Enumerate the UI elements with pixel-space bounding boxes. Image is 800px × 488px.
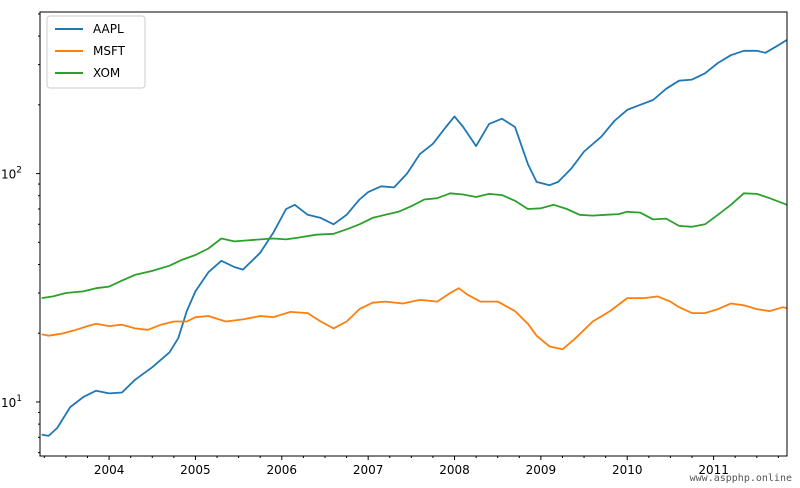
x-tick-label: 2004 xyxy=(94,463,125,477)
x-tick-label: 2007 xyxy=(353,463,384,477)
x-tick-label: 2005 xyxy=(180,463,211,477)
y-axis: 101 102 xyxy=(1,13,40,454)
legend-label-xom: XOM xyxy=(93,66,120,80)
watermark-text: www.aspphp.online xyxy=(689,473,792,484)
y-tick-label: 101 xyxy=(1,394,22,410)
x-tick-label: 2006 xyxy=(267,463,298,477)
x-tick-label: 2008 xyxy=(439,463,470,477)
plot-frame xyxy=(39,11,788,457)
x-tick-label: 2011 xyxy=(698,463,729,477)
x-tick-label: 2010 xyxy=(612,463,643,477)
x-tick-label: 2009 xyxy=(526,463,557,477)
y-tick-label: 102 xyxy=(1,166,22,182)
x-axis: 2004 2005 2006 2007 2008 2009 2010 2011 xyxy=(43,456,779,477)
plot-area xyxy=(40,12,787,456)
legend-box xyxy=(46,15,146,89)
series-line-xom xyxy=(41,192,788,299)
legend-label-msft: MSFT xyxy=(93,44,126,58)
series-lines xyxy=(41,39,788,437)
series-line-msft xyxy=(41,287,788,351)
legend: AAPL MSFT XOM xyxy=(46,15,146,89)
legend-label-aapl: AAPL xyxy=(93,22,124,36)
series-line-aapl xyxy=(41,39,788,437)
